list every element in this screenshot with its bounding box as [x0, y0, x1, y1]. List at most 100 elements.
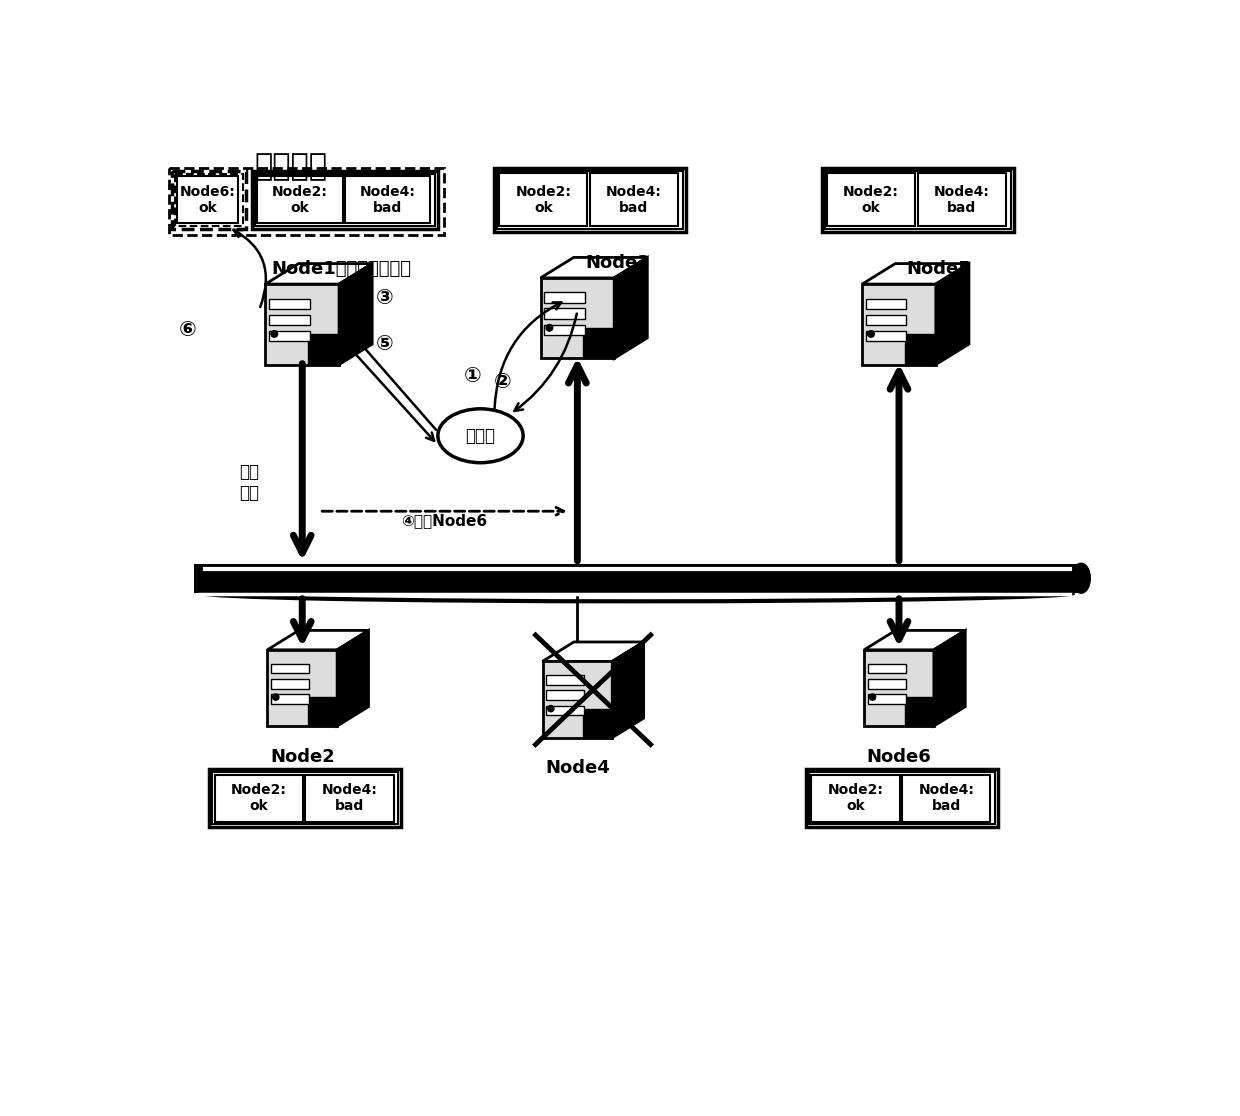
Text: Node6:
ok: Node6: ok — [180, 184, 236, 215]
Bar — [918, 173, 1006, 227]
Bar — [252, 171, 438, 229]
Polygon shape — [905, 334, 936, 365]
Text: ②: ② — [494, 372, 511, 392]
Bar — [494, 167, 686, 232]
Text: Node4:
bad: Node4: bad — [360, 184, 415, 215]
Text: 共享内存: 共享内存 — [254, 153, 327, 182]
Bar — [544, 325, 585, 335]
Text: Node5: Node5 — [906, 260, 971, 278]
Polygon shape — [934, 631, 965, 727]
Text: ③: ③ — [376, 288, 393, 308]
Bar — [269, 315, 310, 325]
Polygon shape — [543, 642, 644, 662]
Bar — [169, 167, 444, 234]
Bar — [544, 308, 585, 319]
Bar — [258, 176, 342, 223]
Polygon shape — [268, 631, 368, 650]
Bar — [305, 775, 394, 821]
Text: Node2:
ok: Node2: ok — [827, 783, 884, 814]
Bar — [270, 664, 309, 673]
Polygon shape — [614, 258, 647, 358]
Bar — [827, 173, 915, 227]
Polygon shape — [864, 650, 934, 727]
Text: Node2:
ok: Node2: ok — [516, 184, 572, 215]
Polygon shape — [541, 278, 614, 358]
Bar — [821, 167, 1014, 232]
Text: Node4:
bad: Node4: bad — [606, 184, 662, 215]
Polygon shape — [583, 328, 614, 358]
Bar — [270, 679, 309, 689]
Bar — [172, 171, 246, 229]
Text: ④检测Node6: ④检测Node6 — [402, 513, 487, 528]
Ellipse shape — [438, 408, 523, 463]
Polygon shape — [864, 631, 965, 650]
Bar — [866, 330, 906, 341]
Bar — [866, 299, 906, 309]
Polygon shape — [337, 631, 368, 727]
Text: Node6: Node6 — [867, 748, 931, 766]
Text: ①: ① — [464, 366, 481, 386]
Circle shape — [868, 330, 874, 337]
Text: 广播
报文: 广播 报文 — [239, 463, 259, 502]
Bar — [270, 694, 309, 704]
Bar — [177, 176, 238, 223]
Bar — [903, 775, 991, 821]
Circle shape — [272, 330, 278, 337]
Bar — [811, 775, 900, 821]
Polygon shape — [543, 662, 613, 738]
Text: Node3: Node3 — [585, 253, 650, 272]
Text: Node2:
ok: Node2: ok — [843, 184, 899, 215]
Text: Node4: Node4 — [546, 759, 610, 777]
Polygon shape — [936, 263, 968, 365]
Ellipse shape — [1073, 564, 1090, 593]
Text: ⑤: ⑤ — [376, 334, 393, 354]
Circle shape — [273, 694, 279, 700]
Circle shape — [869, 694, 875, 700]
Bar — [210, 769, 402, 827]
Bar — [825, 171, 1011, 229]
Bar — [544, 292, 585, 302]
Bar — [193, 564, 1081, 593]
Bar — [868, 679, 906, 689]
Text: Node2:
ok: Node2: ok — [272, 184, 327, 215]
Bar — [868, 694, 906, 704]
Bar — [808, 772, 994, 824]
Polygon shape — [265, 263, 372, 285]
Bar — [497, 171, 683, 229]
Bar — [590, 173, 678, 227]
Polygon shape — [613, 642, 644, 738]
Bar — [175, 174, 243, 225]
Text: Node1（主检测节点）: Node1（主检测节点） — [272, 260, 410, 278]
Text: Node2: Node2 — [270, 748, 335, 766]
Bar — [269, 299, 310, 309]
Bar — [269, 330, 310, 341]
Bar — [215, 775, 303, 821]
Polygon shape — [265, 285, 339, 365]
Bar — [806, 769, 998, 827]
Bar — [546, 705, 584, 715]
Polygon shape — [339, 263, 372, 365]
Bar — [866, 315, 906, 325]
Polygon shape — [905, 698, 934, 727]
Polygon shape — [583, 709, 613, 738]
Polygon shape — [308, 334, 339, 365]
Text: Node2:
ok: Node2: ok — [231, 783, 286, 814]
Polygon shape — [862, 285, 936, 365]
Bar — [546, 691, 584, 700]
Text: Node4:
bad: Node4: bad — [919, 783, 975, 814]
Text: 客户端: 客户端 — [465, 426, 496, 445]
Bar — [498, 173, 588, 227]
Text: Node4:
bad: Node4: bad — [934, 184, 990, 215]
Bar — [345, 176, 430, 223]
Bar — [212, 772, 398, 824]
Bar — [546, 675, 584, 685]
Text: Node4:
bad: Node4: bad — [321, 783, 377, 814]
Bar — [255, 174, 435, 225]
Circle shape — [548, 705, 554, 712]
Polygon shape — [541, 258, 647, 278]
Polygon shape — [308, 698, 337, 727]
Circle shape — [546, 325, 553, 331]
Bar — [868, 664, 906, 673]
Text: ⑥: ⑥ — [179, 320, 196, 340]
Polygon shape — [268, 650, 337, 727]
